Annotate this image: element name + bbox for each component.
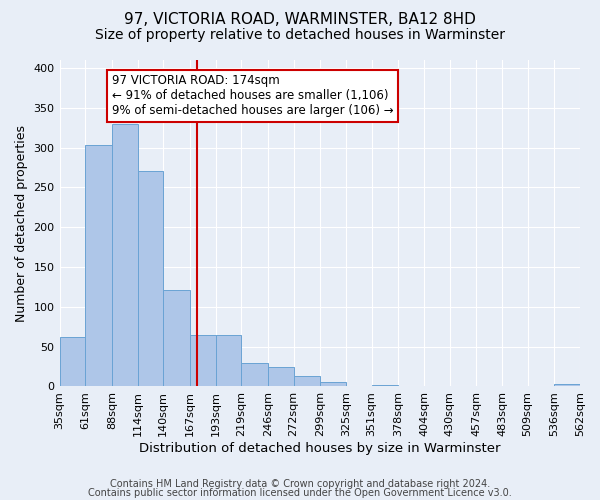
Bar: [137, 172, 163, 386]
Text: Contains public sector information licensed under the Open Government Licence v3: Contains public sector information licen…: [88, 488, 512, 498]
Bar: [241, 364, 268, 386]
Bar: [190, 334, 215, 386]
Bar: [320, 382, 346, 386]
Bar: [85, 145, 112, 386]
Bar: [554, 384, 580, 386]
X-axis label: Distribution of detached houses by size in Warminster: Distribution of detached houses by size …: [139, 442, 500, 455]
Bar: [293, 376, 320, 386]
Bar: [215, 334, 241, 386]
Text: 97 VICTORIA ROAD: 174sqm
← 91% of detached houses are smaller (1,106)
9% of semi: 97 VICTORIA ROAD: 174sqm ← 91% of detach…: [112, 74, 394, 118]
Bar: [59, 337, 85, 386]
Bar: [112, 124, 137, 386]
Text: Size of property relative to detached houses in Warminster: Size of property relative to detached ho…: [95, 28, 505, 42]
Bar: [163, 290, 190, 386]
Y-axis label: Number of detached properties: Number of detached properties: [15, 124, 28, 322]
Bar: [371, 385, 398, 386]
Bar: [268, 366, 293, 386]
Text: 97, VICTORIA ROAD, WARMINSTER, BA12 8HD: 97, VICTORIA ROAD, WARMINSTER, BA12 8HD: [124, 12, 476, 28]
Text: Contains HM Land Registry data © Crown copyright and database right 2024.: Contains HM Land Registry data © Crown c…: [110, 479, 490, 489]
